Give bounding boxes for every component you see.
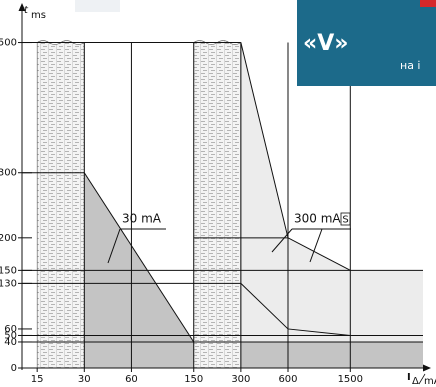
overlay-accent xyxy=(420,0,436,7)
label-leader xyxy=(271,228,293,253)
y-tick-label: 500 xyxy=(0,38,17,49)
label-leader xyxy=(107,228,121,264)
x-tick-label: 30 xyxy=(78,374,91,385)
y-tick-label: 0 xyxy=(11,363,17,374)
x-tick-label: 15 xyxy=(31,374,44,385)
x-tick-label: 1500 xyxy=(338,374,363,385)
floor-band xyxy=(84,341,423,368)
x-tick-label: 600 xyxy=(278,374,297,385)
overlay-box xyxy=(297,0,436,86)
x-label-unit: mA xyxy=(424,376,436,387)
x-arrow xyxy=(423,364,431,372)
lines: 30 mA 300 mA S xyxy=(22,42,423,368)
marker-box xyxy=(340,212,351,226)
y-tick-label: 300 xyxy=(0,168,17,179)
curve-300ma-upper xyxy=(240,42,351,271)
fills xyxy=(84,42,423,368)
overlay: «V» на і xyxy=(75,0,436,86)
y-tick-label: 50 xyxy=(4,330,17,341)
y-tick-label: 200 xyxy=(0,233,17,244)
x-label-slash xyxy=(418,373,426,385)
series-label: 300 mA xyxy=(294,212,341,226)
curve-300ma-lower xyxy=(240,283,351,336)
y-label-unit: ms xyxy=(31,10,46,21)
image-fragment xyxy=(75,0,120,12)
area-300ma xyxy=(240,42,423,342)
y-tick-label: 40 xyxy=(4,337,17,348)
hatch-band xyxy=(36,40,85,369)
x-label: I xyxy=(407,372,411,383)
hatch-band xyxy=(193,40,242,369)
y-tick-label: 130 xyxy=(0,278,17,289)
hatches xyxy=(36,40,242,369)
series-marker: S xyxy=(342,215,348,226)
overlay-title: «V» xyxy=(303,31,348,56)
series-label: 30 mA xyxy=(122,212,162,226)
y-tick-label: 150 xyxy=(0,265,17,276)
axes: t ms I Δ mA 1530601503006001500040506013… xyxy=(0,3,436,387)
x-tick-label: 300 xyxy=(231,374,250,385)
curve-30ma xyxy=(83,172,195,343)
y-label: t xyxy=(24,5,29,16)
y-tick-label: 60 xyxy=(4,324,17,335)
x-tick-label: 60 xyxy=(125,374,138,385)
x-tick-label: 150 xyxy=(184,374,203,385)
y-arrow xyxy=(18,3,26,11)
label-leader xyxy=(309,228,323,263)
overlay-text: на і xyxy=(400,59,421,72)
x-label-sub: Δ xyxy=(412,376,419,387)
